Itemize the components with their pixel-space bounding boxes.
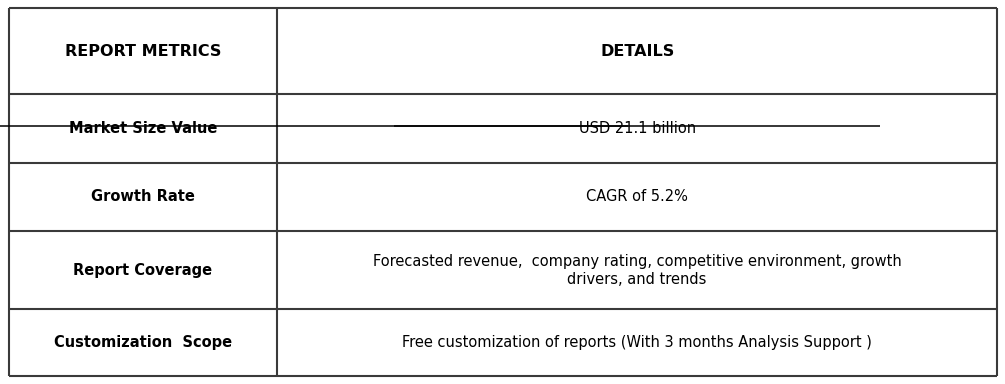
Text: USD 21.1 billion: USD 21.1 billion xyxy=(579,121,695,136)
Text: Report Coverage: Report Coverage xyxy=(73,263,212,278)
Text: REPORT METRICS: REPORT METRICS xyxy=(64,44,221,59)
Text: Free customization of reports (With 3 months Analysis Support ): Free customization of reports (With 3 mo… xyxy=(402,335,872,350)
Text: CAGR of 5.2%: CAGR of 5.2% xyxy=(586,189,688,204)
Text: Customization  Scope: Customization Scope xyxy=(54,335,232,350)
Text: Market Size Value: Market Size Value xyxy=(68,121,217,136)
Text: Growth Rate: Growth Rate xyxy=(91,189,195,204)
Text: Forecasted revenue,  company rating, competitive environment, growth
drivers, an: Forecasted revenue, company rating, comp… xyxy=(373,254,901,286)
Text: DETAILS: DETAILS xyxy=(600,44,674,59)
